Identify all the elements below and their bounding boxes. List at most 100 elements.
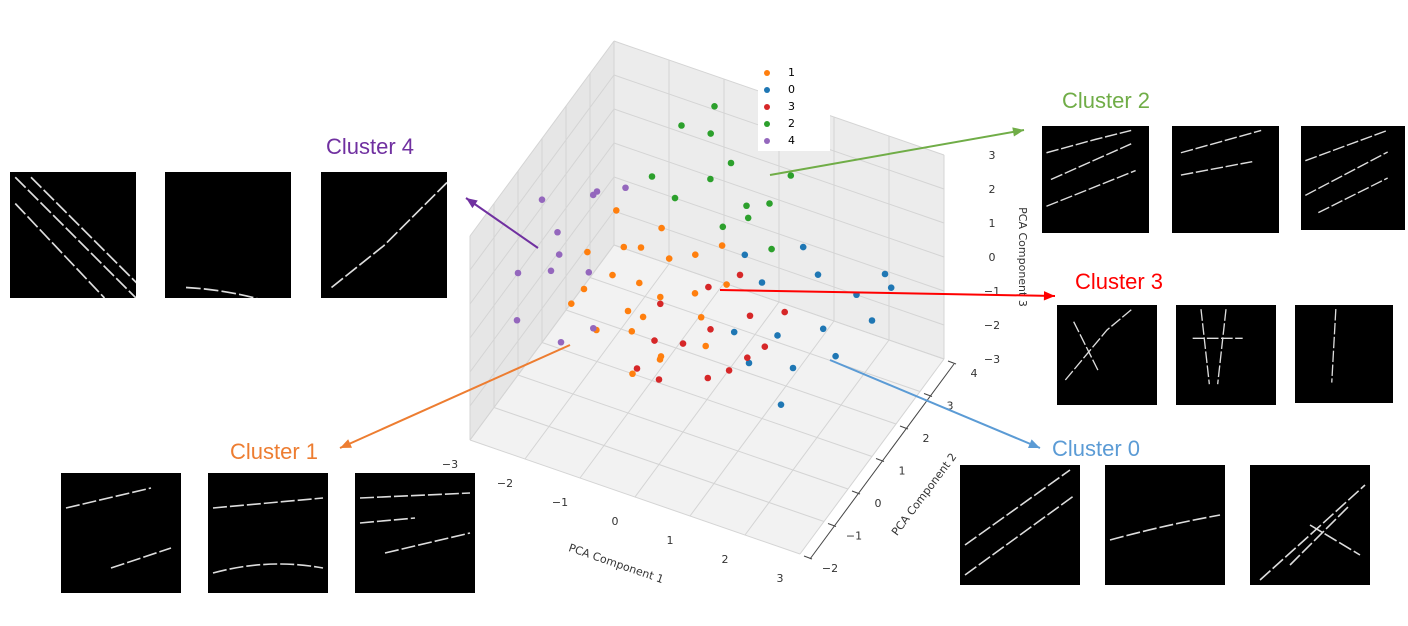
data-point-cluster-0	[887, 284, 895, 292]
data-point-cluster-0	[819, 325, 827, 333]
crack-image-thumbnail	[208, 473, 328, 593]
data-point-cluster-2	[707, 175, 714, 183]
data-point-cluster-3	[725, 367, 733, 374]
crack-image-thumbnail	[960, 465, 1080, 585]
data-point-cluster-1	[624, 307, 632, 315]
legend-label: 4	[788, 134, 795, 147]
data-point-cluster-4	[557, 338, 565, 346]
cluster-4-arrow	[465, 197, 539, 249]
gridline	[469, 108, 615, 305]
data-point-cluster-1	[639, 313, 647, 321]
data-point-cluster-2	[719, 223, 727, 231]
data-point-cluster-3	[633, 365, 641, 372]
gridline	[469, 439, 801, 555]
gridline	[469, 176, 615, 373]
data-point-cluster-2	[768, 245, 775, 253]
y-tick-label: 2	[923, 432, 930, 445]
data-point-cluster-0	[881, 270, 889, 278]
data-point-cluster-4	[622, 184, 629, 192]
gridline	[613, 108, 945, 224]
x-axis-label: PCA Component 1	[567, 541, 666, 586]
crack-image-thumbnail	[61, 473, 181, 593]
data-point-cluster-1	[628, 328, 636, 335]
data-point-cluster-2	[743, 202, 750, 210]
legend-marker	[764, 86, 770, 93]
data-point-cluster-4	[585, 269, 593, 276]
z-tick-label: −1	[984, 285, 1000, 298]
legend-item: 1	[764, 64, 824, 81]
cluster-0-label: Cluster 0	[1052, 436, 1141, 461]
y-tick-label: 3	[947, 400, 954, 413]
data-point-cluster-3	[761, 343, 769, 351]
data-point-cluster-3	[657, 300, 664, 308]
cluster-2-label: Cluster 2	[1062, 88, 1151, 113]
legend-item: 4	[764, 132, 824, 149]
data-point-cluster-1	[702, 342, 709, 350]
data-point-cluster-3	[707, 326, 714, 333]
data-point-cluster-4	[547, 267, 555, 275]
data-point-cluster-1	[718, 242, 726, 249]
z-tick-label: −3	[984, 353, 1000, 366]
data-point-cluster-2	[648, 173, 656, 180]
gridline	[469, 142, 615, 339]
crack-image-thumbnail	[1176, 305, 1276, 405]
data-point-cluster-3	[746, 312, 754, 320]
data-point-cluster-0	[777, 401, 785, 408]
crack-image-thumbnail	[1057, 305, 1157, 405]
data-point-cluster-0	[799, 243, 807, 251]
cluster-0-arrow	[829, 359, 1041, 449]
x-tick-label: −1	[552, 496, 568, 509]
data-point-cluster-3	[705, 283, 712, 291]
data-point-cluster-1	[636, 279, 643, 287]
data-point-cluster-1	[665, 255, 673, 262]
data-point-cluster-1	[613, 207, 620, 214]
gridline	[469, 210, 615, 407]
crack-image-thumbnail	[1295, 305, 1393, 403]
cluster-3-arrow-head	[1043, 291, 1055, 301]
data-point-cluster-2	[787, 172, 795, 179]
gridline	[469, 40, 615, 237]
data-point-cluster-2	[671, 194, 679, 202]
crack-image-thumbnail	[1250, 465, 1370, 585]
data-point-cluster-1	[637, 244, 645, 251]
data-point-cluster-1	[723, 281, 730, 288]
data-point-cluster-2	[678, 122, 685, 129]
data-point-cluster-1	[609, 271, 616, 279]
x-tick-label: 0	[612, 515, 619, 528]
data-point-cluster-3	[651, 337, 658, 344]
data-point-cluster-0	[758, 279, 766, 286]
data-point-cluster-3	[744, 354, 751, 361]
crack-image-thumbnail	[1042, 126, 1149, 233]
data-point-cluster-0	[774, 332, 781, 339]
gridline	[613, 176, 945, 292]
data-point-cluster-1	[580, 285, 588, 293]
x-tick-label: 1	[667, 534, 674, 547]
cluster-4-arrow-head	[466, 198, 478, 209]
legend-item: 0	[764, 81, 824, 98]
gridline	[541, 342, 873, 457]
legend-label: 2	[788, 117, 795, 130]
data-point-cluster-0	[832, 352, 839, 360]
x-tick-label: 2	[722, 553, 729, 566]
gridline	[493, 407, 825, 522]
y-axis-line	[809, 363, 955, 560]
cluster-2-arrow-head	[1012, 127, 1024, 137]
data-point-cluster-1	[657, 293, 664, 301]
data-point-cluster-0	[868, 317, 876, 324]
gridline	[565, 309, 897, 425]
data-point-cluster-0	[745, 359, 753, 367]
legend-marker	[764, 69, 770, 76]
data-point-cluster-4	[538, 196, 546, 203]
cluster-1-arrow	[339, 344, 571, 449]
cluster-0-arrow-head	[1028, 439, 1040, 449]
data-point-cluster-4	[513, 316, 521, 324]
data-point-cluster-2	[711, 103, 718, 110]
data-point-cluster-4	[589, 191, 597, 199]
gridline	[613, 142, 945, 258]
x-tick-label: −3	[442, 458, 458, 471]
y-tick	[947, 360, 957, 365]
gridline	[469, 244, 615, 441]
data-point-cluster-3	[781, 308, 788, 316]
data-point-cluster-1	[657, 353, 665, 360]
cluster-1-arrow-head	[340, 439, 352, 448]
